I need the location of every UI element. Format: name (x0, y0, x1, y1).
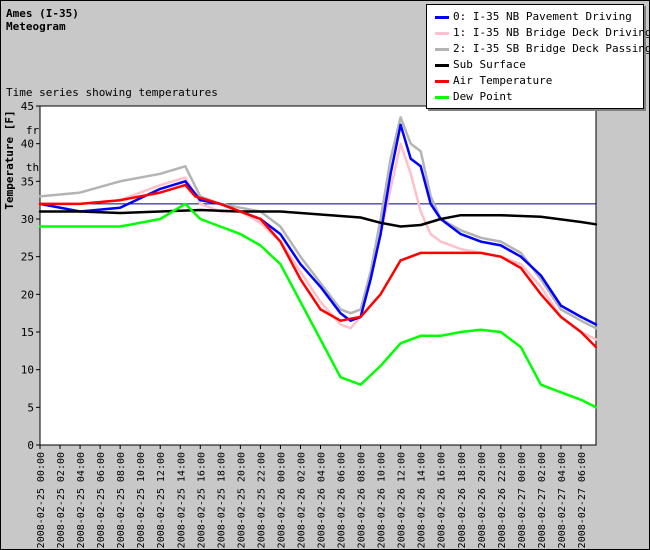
legend-item-sub-surface: Sub Surface (435, 57, 526, 72)
y-tick-label: 5 (27, 401, 34, 414)
legend-item-pavement-driving: 0: I-35 NB Pavement Driving (435, 9, 632, 24)
x-tick-label: 2008-02-26 06:00 (337, 452, 348, 548)
y-tick-label: 15 (21, 326, 34, 339)
x-tick-label: 2008-02-25 14:00 (176, 452, 187, 548)
y-tick-label: 25 (21, 251, 34, 264)
plot-area (39, 105, 597, 446)
x-axis: 2008-02-25 00:00 2008-02-25 02:00 2008-02-… (36, 445, 588, 548)
x-tick-label: 2008-02-25 18:00 (216, 452, 227, 548)
x-tick-label: 2008-02-25 12:00 (156, 452, 167, 548)
x-tick-label: 2008-02-26 16:00 (437, 452, 448, 548)
legend-label: 2: I-35 SB Bridge Deck Passing (453, 42, 650, 55)
x-tick-label: 2008-02-27 04:00 (557, 452, 568, 548)
series-line-0 (38, 123, 598, 326)
x-tick-label: 2008-02-26 14:00 (417, 452, 428, 548)
y-tick-label: 20 (21, 288, 34, 301)
y-axis: 0 5 10 15 20 25 30 35 40 45 (21, 100, 40, 452)
chart-title: Ames (I-35) Meteogram (6, 7, 79, 33)
legend-swatch-black (435, 63, 449, 67)
series-line-2 (38, 116, 598, 330)
legend-item-bridge-deck-passing: 2: I-35 SB Bridge Deck Passing (435, 41, 650, 56)
y-tick-label: 35 (21, 175, 34, 188)
legend: 0: I-35 NB Pavement Driving 1: I-35 NB B… (426, 4, 650, 109)
x-tick-label: 2008-02-27 00:00 (517, 452, 528, 548)
legend-label: 1: I-35 NB Bridge Deck Driving (453, 26, 650, 39)
series-line-4 (38, 183, 598, 349)
x-tick-label: 2008-02-25 08:00 (116, 452, 127, 548)
x-tick-label: 2008-02-25 22:00 (256, 452, 267, 548)
x-tick-label: 2008-02-27 06:00 (577, 452, 588, 548)
x-tick-label: 2008-02-25 02:00 (56, 452, 67, 548)
title-line-2: Meteogram (6, 20, 66, 33)
series-line-5 (38, 202, 598, 409)
x-tick-label: 2008-02-26 04:00 (317, 452, 328, 548)
y-tick-label: 10 (21, 364, 34, 377)
legend-swatch-pink (435, 31, 449, 35)
y-tick-label: 0 (27, 439, 34, 452)
series-line-3 (38, 208, 598, 228)
y-tick-label: 40 (21, 138, 34, 151)
legend-swatch-gray (435, 47, 449, 51)
x-tick-label: 2008-02-27 02:00 (537, 452, 548, 548)
legend-label: Dew Point (453, 90, 513, 103)
legend-label: Sub Surface (453, 58, 526, 71)
title-line-1: Ames (I-35) (6, 7, 79, 20)
x-tick-label: 2008-02-26 22:00 (497, 452, 508, 548)
x-tick-label: 2008-02-25 04:00 (76, 452, 87, 548)
x-tick-label: 2008-02-25 00:00 (36, 452, 47, 548)
x-tick-label: 2008-02-26 18:00 (457, 452, 468, 548)
legend-label: Air Temperature (453, 74, 553, 87)
x-tick-label: 2008-02-26 10:00 (377, 452, 388, 548)
legend-item-air-temperature: Air Temperature (435, 73, 552, 88)
x-tick-label: 2008-02-25 20:00 (236, 452, 247, 548)
legend-item-bridge-deck-driving: 1: I-35 NB Bridge Deck Driving (435, 25, 650, 40)
legend-label: 0: I-35 NB Pavement Driving (453, 10, 632, 23)
x-tick-label: 2008-02-26 12:00 (397, 452, 408, 548)
x-tick-label: 2008-02-25 16:00 (196, 452, 207, 548)
legend-swatch-blue (435, 15, 449, 19)
x-tick-label: 2008-02-25 06:00 (96, 452, 107, 548)
legend-item-dew-point: Dew Point (435, 89, 513, 104)
x-tick-label: 2008-02-26 02:00 (296, 452, 307, 548)
x-tick-label: 2008-02-26 08:00 (357, 452, 368, 548)
series-layer (38, 116, 598, 409)
legend-swatch-red (435, 79, 449, 83)
x-tick-label: 2008-02-26 20:00 (477, 452, 488, 548)
x-tick-label: 2008-02-26 00:00 (276, 452, 287, 548)
x-tick-label: 2008-02-25 10:00 (136, 452, 147, 548)
y-axis-label: Temperature [F] (3, 110, 16, 209)
subtitle-line-1: Time series showing temperatures (6, 86, 218, 99)
y-tick-label: 45 (21, 100, 34, 113)
y-tick-label: 30 (21, 213, 34, 226)
legend-swatch-green (435, 95, 449, 99)
